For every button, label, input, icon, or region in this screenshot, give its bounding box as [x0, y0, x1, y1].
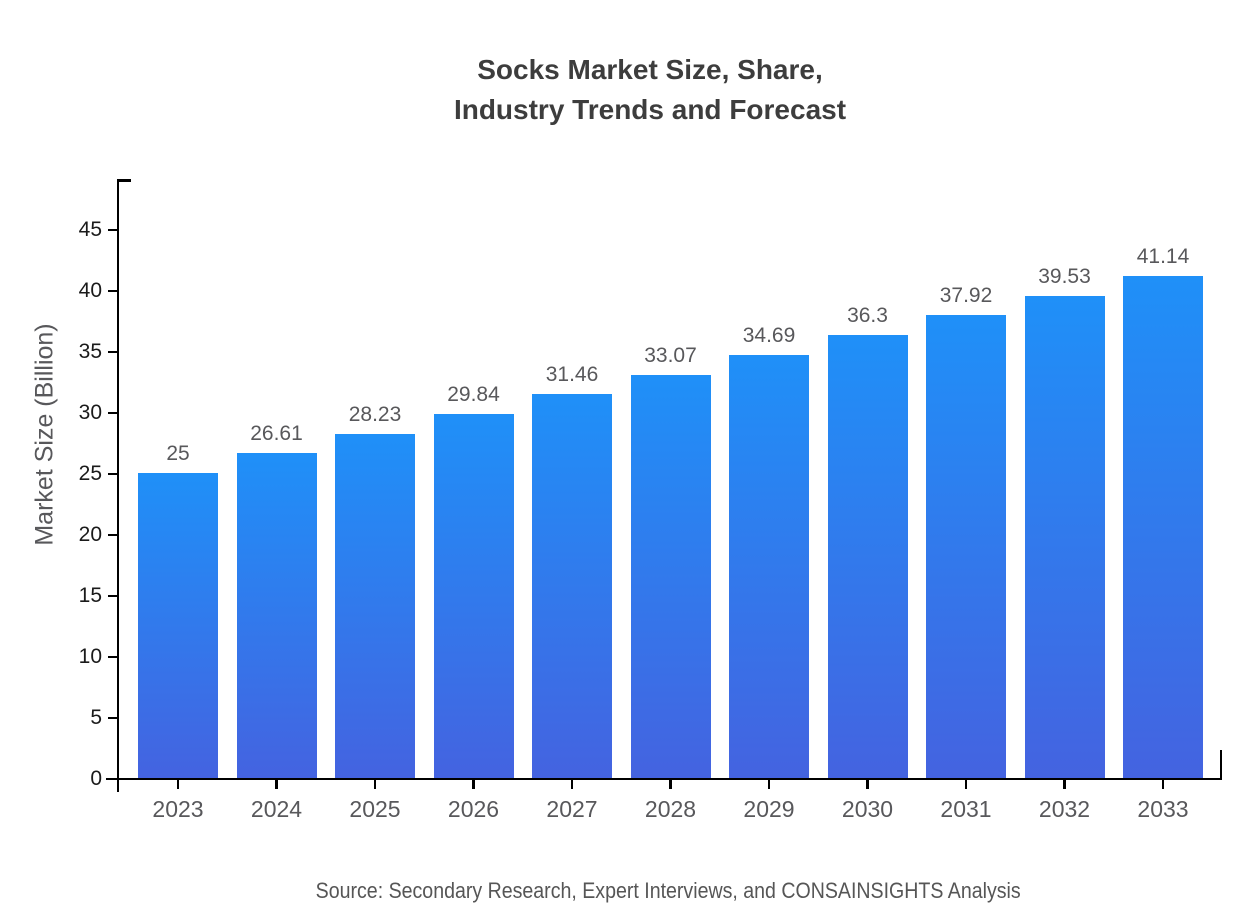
bar-value-label: 26.61	[250, 422, 303, 446]
x-axis-tick	[767, 780, 771, 790]
bar-value-label: 31.46	[545, 363, 599, 387]
y-axis-tick	[108, 594, 118, 598]
x-axis-line	[106, 777, 1222, 781]
x-axis-tick	[669, 780, 672, 790]
x-axis-tick	[570, 780, 574, 790]
x-axis-tick	[275, 780, 278, 790]
y-axis-tick	[108, 289, 118, 293]
y-axis-tick	[108, 716, 118, 720]
x-tick-label: 2028	[644, 796, 697, 822]
y-tick-label: 20	[78, 523, 102, 546]
y-axis-tick	[108, 655, 118, 659]
bar-value-label: 25	[166, 442, 190, 465]
bar-value-label: 39.53	[1038, 264, 1091, 288]
bar	[138, 473, 218, 778]
y-axis-end-cap	[116, 179, 131, 182]
x-tick-label: 2027	[546, 796, 598, 822]
bar-value-label: 28.23	[348, 402, 402, 426]
chart-title-line1: Socks Market Size, Share,	[477, 54, 823, 85]
y-tick-label: 0	[90, 767, 102, 790]
y-axis-line	[116, 179, 120, 792]
bar	[433, 413, 514, 778]
bar	[1123, 276, 1203, 778]
x-tick-label: 2032	[1038, 796, 1091, 822]
y-tick-label: 30	[78, 401, 102, 424]
bar	[335, 433, 415, 778]
x-tick-label: 2030	[841, 796, 894, 822]
y-tick-label: 45	[78, 218, 102, 241]
x-tick-label: 2026	[447, 796, 500, 822]
y-axis-tick	[108, 533, 118, 537]
bar	[827, 335, 908, 778]
x-axis-tick	[1161, 780, 1165, 790]
x-tick-label: 2024	[250, 796, 303, 822]
bar-value-label: 36.3	[847, 304, 888, 328]
bar	[236, 453, 317, 778]
bar-value-label: 29.84	[447, 382, 500, 406]
y-tick-label: 10	[78, 645, 102, 668]
bar-value-label: 37.92	[939, 284, 993, 308]
x-axis-tick	[866, 780, 869, 790]
chart-title: Socks Market Size, Share, Industry Trend…	[40, 50, 1260, 130]
bar	[926, 315, 1006, 778]
y-tick-label: 40	[78, 279, 102, 302]
x-axis-tick	[176, 780, 180, 790]
bar-value-label: 33.07	[644, 343, 697, 367]
x-axis-end-cap	[1219, 750, 1222, 779]
x-tick-label: 2023	[152, 796, 204, 822]
source-note: Source: Secondary Research, Expert Inter…	[76, 878, 1260, 904]
y-axis-tick	[108, 411, 118, 415]
bar	[1024, 295, 1105, 778]
x-axis-tick	[373, 780, 377, 790]
bar	[630, 374, 711, 778]
chart-title-line2: Industry Trends and Forecast	[453, 94, 847, 125]
x-tick-label: 2025	[349, 796, 401, 822]
y-axis-tick	[108, 472, 118, 476]
bar	[532, 394, 612, 778]
y-axis-tick	[108, 228, 118, 232]
x-axis-tick	[472, 780, 475, 790]
source-note-text: Source: Secondary Research, Expert Inter…	[315, 878, 1021, 903]
bar-value-label: 34.69	[742, 323, 796, 347]
bar-value-label: 41.14	[1136, 245, 1190, 269]
y-axis-tick	[108, 350, 118, 354]
y-tick-label: 5	[90, 706, 102, 729]
x-tick-label: 2031	[940, 796, 992, 822]
x-tick-label: 2029	[743, 796, 795, 822]
x-axis-tick	[964, 780, 968, 790]
x-tick-label: 2033	[1137, 796, 1189, 822]
x-axis-tick	[1063, 780, 1066, 790]
y-tick-label: 35	[78, 340, 102, 363]
bar	[729, 354, 809, 778]
y-tick-label: 15	[78, 584, 102, 607]
y-tick-label: 25	[78, 462, 102, 485]
